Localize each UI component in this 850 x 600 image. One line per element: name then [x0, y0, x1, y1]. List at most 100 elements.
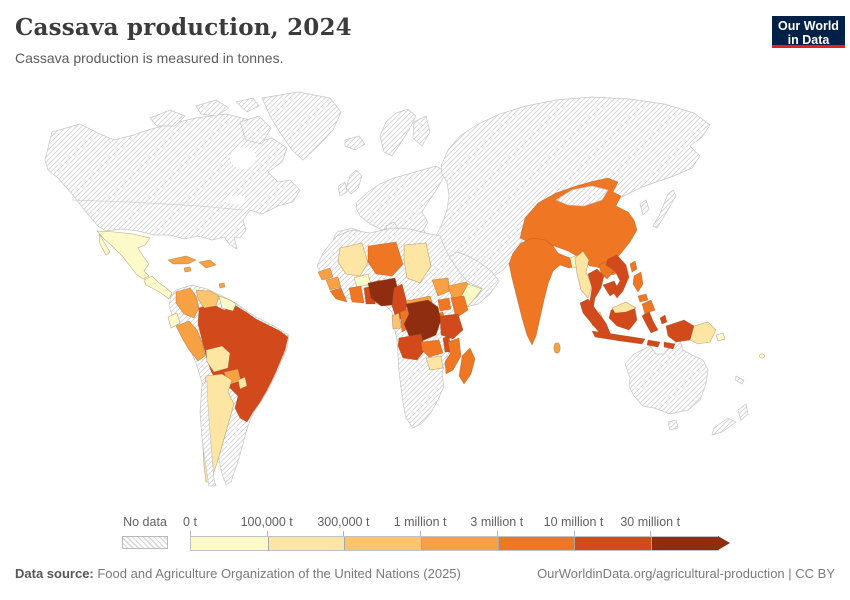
country-trinidad[interactable]: [218, 282, 226, 289]
region-central-europe-nodata[interactable]: [355, 165, 447, 239]
country-niger[interactable]: [367, 241, 404, 277]
country-hispaniola[interactable]: [198, 259, 217, 269]
country-central-america[interactable]: [143, 275, 173, 300]
country-zimbabwe[interactable]: [425, 355, 444, 371]
region-new-zealand-nodata[interactable]: [711, 403, 749, 436]
region-ireland-nodata[interactable]: [337, 181, 348, 197]
country-cuba[interactable]: [167, 255, 197, 265]
country-sulawesi[interactable]: [641, 310, 659, 334]
legend-tick: [343, 531, 345, 536]
legend-color-bar[interactable]: [190, 536, 719, 551]
country-uganda[interactable]: [437, 297, 452, 312]
legend-tick: [190, 531, 191, 536]
us-canada-border: [71, 199, 244, 211]
country-philippines-luzon[interactable]: [632, 271, 644, 293]
country-senegal[interactable]: [317, 267, 334, 281]
data-source-label: Data source:: [15, 566, 94, 581]
legend-threshold-label: 100,000 t: [240, 515, 293, 529]
country-papua-new-guinea[interactable]: [689, 321, 717, 345]
country-lesser-sunda[interactable]: [646, 339, 676, 350]
region-arctic-islands-nodata[interactable]: [149, 97, 272, 145]
country-uruguay[interactable]: [237, 376, 248, 390]
legend-bin-2[interactable]: [267, 537, 345, 550]
owid-logo[interactable]: Our World in Data: [772, 16, 845, 48]
region-chile-nodata[interactable]: [199, 380, 217, 487]
country-sierra-leone-liberia[interactable]: [329, 287, 348, 303]
region-iceland-nodata[interactable]: [344, 135, 366, 151]
legend-tick: [496, 531, 498, 536]
chart-subtitle: Cassava production is measured in tonnes…: [15, 50, 284, 66]
data-source-note: Data source: Food and Agriculture Organi…: [15, 566, 461, 581]
legend-bin-6[interactable]: [574, 537, 652, 550]
country-solomon-islands[interactable]: [715, 332, 726, 342]
country-venezuela[interactable]: [195, 289, 220, 309]
legend-threshold-label: 10 million t: [543, 515, 604, 529]
country-gabon[interactable]: [391, 312, 402, 330]
country-dr-congo[interactable]: [403, 299, 442, 342]
country-madagascar[interactable]: [458, 347, 476, 385]
legend-threshold-label: 30 million t: [620, 515, 681, 529]
country-chad[interactable]: [403, 242, 432, 284]
country-taiwan[interactable]: [629, 260, 638, 273]
legend-tick: [420, 531, 422, 536]
country-ecuador[interactable]: [167, 312, 181, 329]
legend-threshold-label: 1 million t: [393, 515, 447, 529]
legend-bin-4[interactable]: [421, 537, 498, 550]
country-tanzania[interactable]: [439, 313, 464, 340]
country-china[interactable]: [519, 177, 638, 269]
country-philippines-visayas[interactable]: [637, 293, 649, 303]
world-map[interactable]: [0, 88, 850, 512]
country-philippines-mindanao[interactable]: [641, 299, 656, 315]
region-greenland-nodata[interactable]: [261, 91, 342, 161]
legend-bin-1[interactable]: [191, 537, 268, 550]
legend-tick: [266, 531, 268, 536]
country-angola[interactable]: [397, 333, 426, 361]
region-finland-nodata[interactable]: [412, 115, 431, 147]
country-fiji[interactable]: [759, 353, 765, 359]
country-jamaica[interactable]: [183, 266, 192, 273]
country-india[interactable]: [508, 237, 579, 346]
country-vietnam[interactable]: [605, 254, 630, 299]
country-guinea[interactable]: [325, 276, 342, 291]
country-zambia[interactable]: [420, 339, 444, 358]
legend-bin-7[interactable]: [651, 537, 718, 550]
legend-tick: [650, 531, 652, 536]
region-australia-nodata[interactable]: [624, 339, 709, 415]
legend-bin-5[interactable]: [497, 537, 575, 550]
legend-arrow: [718, 536, 730, 550]
country-peru[interactable]: [175, 320, 206, 362]
footer-citation-link[interactable]: OurWorldinData.org/agricultural-producti…: [537, 566, 835, 581]
region-mongolia-nodata[interactable]: [555, 185, 609, 207]
country-papua-indonesia[interactable]: [665, 319, 695, 343]
region-new-caledonia-nodata[interactable]: [734, 375, 745, 385]
map-legend: No data 0 t 100,000 t 300,000 t 1 million t…: [0, 514, 850, 558]
data-source-text: Food and Agriculture Organization of the…: [93, 566, 461, 581]
hudson-bay: [230, 147, 256, 169]
country-brazil[interactable]: [197, 303, 289, 423]
country-mexico[interactable]: [96, 230, 151, 280]
legend-no-data-label: No data: [123, 515, 167, 529]
country-colombia[interactable]: [175, 287, 200, 319]
region-japan-nodata[interactable]: [652, 189, 677, 229]
great-lakes: [225, 195, 247, 205]
legend-no-data-swatch[interactable]: [122, 536, 168, 549]
legend-tick: [573, 531, 575, 536]
country-ivory-coast[interactable]: [348, 285, 365, 304]
country-java[interactable]: [591, 330, 646, 345]
region-scandinavia-nodata[interactable]: [379, 108, 417, 157]
country-guyana-suriname[interactable]: [218, 295, 237, 312]
legend-bin-3[interactable]: [344, 537, 422, 550]
owid-logo-line2: in Data: [787, 33, 830, 47]
legend-threshold-label: 300,000 t: [317, 515, 370, 529]
country-malaysia-borneo[interactable]: [611, 301, 637, 314]
legend-threshold-label: 0 t: [183, 515, 197, 529]
region-tasmania-nodata[interactable]: [667, 419, 679, 431]
page-title: Cassava production, 2024: [15, 14, 352, 41]
country-laos[interactable]: [598, 260, 615, 280]
country-kenya[interactable]: [450, 295, 469, 319]
region-uk-nodata[interactable]: [345, 169, 363, 195]
region-korea-nodata[interactable]: [639, 199, 650, 216]
country-bolivia[interactable]: [205, 345, 231, 373]
country-mozambique[interactable]: [444, 337, 462, 375]
country-sri-lanka[interactable]: [553, 342, 561, 354]
